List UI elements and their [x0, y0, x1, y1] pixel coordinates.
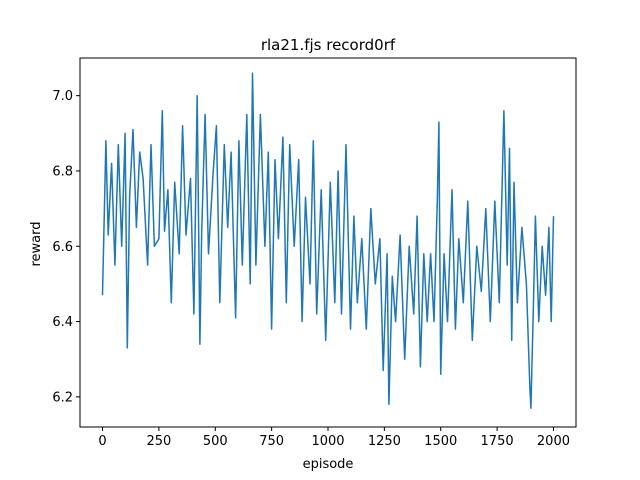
plot-area: 0 250 500 750 1000 1250 1500 1750 2000 6.2 6.4 6.6 6… — [52, 57, 577, 449]
x-tick-label: 750 — [259, 434, 284, 449]
y-tick-label: 6.6 — [52, 240, 73, 255]
x-axis-label: episode — [303, 457, 354, 472]
x-tick-label: 1250 — [368, 434, 401, 449]
x-tick-label: 0 — [98, 434, 106, 449]
x-tick-label: 1500 — [424, 434, 457, 449]
chart-title: rla21.fjs record0rf — [261, 36, 396, 54]
y-tick-label: 7.0 — [52, 89, 73, 104]
series-line-0 — [101, 72, 555, 409]
x-tick-label: 250 — [146, 434, 171, 449]
y-tick-label: 6.2 — [52, 390, 73, 405]
x-tick-label: 2000 — [537, 434, 570, 449]
x-tick-label: 1000 — [311, 434, 344, 449]
y-tick-label: 6.8 — [52, 164, 73, 179]
y-tick-label: 6.4 — [52, 315, 73, 330]
x-tick-label: 1750 — [481, 434, 514, 449]
x-tick-label: 500 — [203, 434, 228, 449]
y-axis-label: reward — [29, 221, 44, 266]
